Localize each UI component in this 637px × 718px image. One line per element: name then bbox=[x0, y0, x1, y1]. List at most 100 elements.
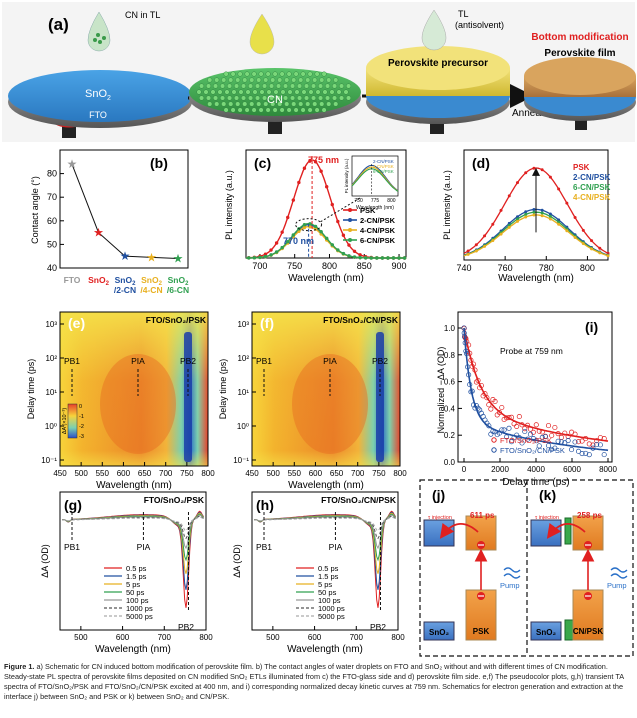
legend-label: 5 ps bbox=[126, 580, 140, 589]
panel-j: (j) SnO₂ PSK τ injection 611 ps Pump bbox=[423, 487, 521, 641]
pl-marker bbox=[532, 207, 536, 211]
legend-label: 50 ps bbox=[126, 588, 145, 597]
pl-marker bbox=[540, 214, 544, 218]
data-point-star: ★ bbox=[146, 250, 157, 264]
precursor-label: Perovskite precursor bbox=[388, 58, 488, 69]
band-label: PB1 bbox=[256, 542, 272, 552]
injection-arrow-icon bbox=[546, 523, 586, 539]
cn-particle bbox=[206, 95, 212, 101]
category-label-2: /2-CN bbox=[114, 285, 136, 295]
pl-marker bbox=[352, 255, 357, 259]
cn-particle bbox=[207, 101, 213, 107]
pl-marker bbox=[466, 252, 470, 256]
cn-particle bbox=[265, 107, 271, 113]
pl-marker bbox=[515, 219, 519, 223]
substrate-film: Bottom modification Perovskite film bbox=[524, 32, 636, 130]
panel-label: (h) bbox=[256, 497, 274, 513]
cn-layer bbox=[564, 517, 572, 545]
pl-marker bbox=[507, 225, 511, 229]
cn-particle bbox=[237, 107, 243, 113]
probe-label: Probe at 759 nm bbox=[500, 346, 563, 356]
decay-point bbox=[601, 452, 607, 458]
time-label: 258 ps bbox=[577, 511, 602, 520]
x-tick-label: 600 bbox=[308, 633, 322, 642]
legend-label: 2-CN/PSK bbox=[573, 173, 611, 182]
decay-point bbox=[594, 442, 600, 448]
cn-particle bbox=[332, 83, 338, 89]
legend-label: 100 ps bbox=[126, 596, 149, 605]
cn-particle bbox=[199, 95, 205, 101]
caption-text: a) Schematic for CN induced bottom modif… bbox=[4, 662, 624, 701]
legend-marker bbox=[491, 447, 497, 453]
sno2-cb-box bbox=[530, 519, 562, 547]
x-tick-label: 8000 bbox=[599, 465, 617, 474]
zoom-ellipse bbox=[295, 218, 323, 232]
cn-particle bbox=[231, 89, 237, 95]
y-tick-label: 80 bbox=[47, 169, 57, 179]
decay-point bbox=[516, 414, 522, 420]
cn-particle bbox=[314, 71, 320, 77]
injection-label: τ injection bbox=[428, 515, 452, 521]
cn-particle bbox=[312, 101, 318, 107]
dropper-icon bbox=[249, 13, 275, 55]
pl-marker bbox=[263, 254, 268, 259]
fto-label: FTO bbox=[89, 110, 107, 120]
injection-arrow-icon bbox=[439, 523, 479, 539]
inset-ylabel: PL intensity (a.u.) bbox=[344, 158, 349, 193]
legend-label: 4-CN/PSK bbox=[573, 193, 611, 202]
pump-wave-icon bbox=[503, 573, 521, 579]
band-label: PIA bbox=[329, 542, 343, 552]
x-tick-label: 650 bbox=[330, 469, 344, 478]
x-tick-label: 500 bbox=[266, 633, 280, 642]
x-tick-label: 550 bbox=[96, 469, 110, 478]
pl-marker bbox=[466, 249, 470, 253]
pl-marker bbox=[302, 225, 307, 230]
pl-marker bbox=[598, 246, 602, 250]
band-label: PB1 bbox=[64, 542, 80, 552]
cn-particle bbox=[228, 101, 234, 107]
inset-curve bbox=[351, 168, 399, 192]
cn-particle bbox=[234, 95, 240, 101]
pl-marker bbox=[286, 215, 290, 220]
cn-particle bbox=[273, 89, 279, 95]
pl-marker bbox=[540, 208, 544, 212]
pl-marker bbox=[606, 254, 610, 258]
x-tick-label: 450 bbox=[53, 469, 67, 478]
band-label: PB1 bbox=[256, 356, 272, 366]
tl-label: TL bbox=[458, 9, 469, 19]
x-tick-label: 500 bbox=[74, 633, 88, 642]
panel-i: (i) Probe at 759 nm Normalized −ΔA (OD) … bbox=[436, 311, 617, 488]
x-axis-label: Wavelength (nm) bbox=[95, 644, 171, 655]
pl-marker bbox=[524, 212, 528, 216]
cn-particle bbox=[270, 77, 276, 83]
cn-particle bbox=[259, 89, 265, 95]
cn-particle bbox=[262, 83, 268, 89]
y-tick-label: 1.0 bbox=[444, 324, 456, 333]
cn-particle bbox=[276, 83, 282, 89]
colorbar-label: ΔA (×10⁻³) bbox=[62, 408, 68, 434]
colorbar-tick: 0 bbox=[79, 404, 82, 410]
decay-point bbox=[558, 434, 564, 440]
cn-particle bbox=[221, 101, 227, 107]
pl-marker bbox=[474, 249, 478, 253]
legend-label: 0.5 ps bbox=[318, 564, 339, 573]
panel-i-xlabel: Delay time (ps) bbox=[502, 477, 569, 488]
band-label: PB2 bbox=[370, 622, 386, 632]
cn-label: CN bbox=[267, 94, 283, 106]
panel-label: (k) bbox=[539, 487, 556, 503]
pl-marker bbox=[369, 256, 373, 260]
cn-particle bbox=[214, 101, 220, 107]
y-axis-label: Delay time (ps) bbox=[26, 359, 36, 420]
cn-particle bbox=[203, 89, 209, 95]
category-label: SnO2 bbox=[141, 275, 162, 287]
pl-marker bbox=[358, 255, 362, 260]
cn-particle bbox=[304, 83, 310, 89]
cn-particle bbox=[322, 89, 328, 95]
pl-marker bbox=[573, 235, 577, 239]
colorbar-tick: -1 bbox=[79, 414, 84, 420]
category-text: FTO bbox=[64, 275, 81, 285]
inset-legend-label: 6-CN/PSK bbox=[373, 169, 394, 174]
panel-title: FTO/SnO₂/CN/PSK bbox=[323, 315, 399, 325]
cn-particle bbox=[244, 107, 250, 113]
decay-point bbox=[519, 440, 525, 446]
